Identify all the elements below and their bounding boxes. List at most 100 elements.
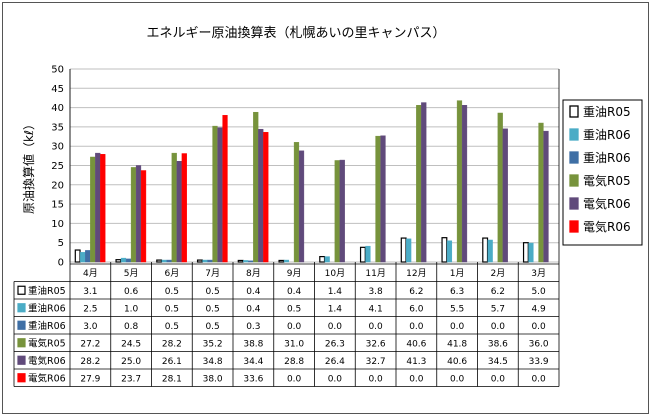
y-tick-label: 0: [58, 258, 64, 269]
table-legend-key: [17, 355, 26, 365]
bar: [166, 259, 172, 263]
data-label: 1.0: [124, 304, 139, 314]
y-tick-label: 30: [51, 142, 64, 153]
data-label: 26.1: [162, 357, 182, 367]
legend-label: 電気R06: [583, 196, 631, 211]
bar: [95, 152, 101, 263]
table-row-label: 電気R05: [28, 337, 66, 349]
bar: [196, 259, 203, 263]
data-label: 0.0: [409, 322, 424, 332]
bar: [319, 255, 326, 263]
bar: [528, 242, 534, 263]
data-label: 27.2: [80, 339, 100, 349]
bar: [130, 167, 137, 263]
bar: [176, 161, 182, 263]
x-tick-label: 10月: [325, 268, 345, 279]
data-label: 6.3: [450, 287, 464, 297]
bar: [100, 154, 106, 263]
data-label: 6.2: [409, 287, 423, 297]
y-axis-ticks: 0 5 10 15 20 25 30 35 40 45 50: [51, 65, 64, 269]
data-label: 5.5: [450, 304, 464, 314]
data-label: 6.0: [409, 304, 424, 314]
data-label: 3.0: [83, 322, 98, 332]
data-label: 34.4: [243, 357, 263, 367]
bar: [207, 259, 213, 263]
bar: [258, 128, 264, 263]
data-label: 0.0: [491, 374, 506, 384]
data-label: 0.5: [205, 304, 219, 314]
data-label: 3.8: [368, 287, 383, 297]
bar: [248, 260, 254, 263]
data-label: 41.8: [447, 339, 467, 349]
legend-label: 重油R06: [583, 151, 631, 165]
data-label: 28.8: [284, 357, 304, 367]
data-label: 0.5: [165, 322, 179, 332]
bar: [120, 257, 127, 263]
x-tick-label: 1月: [450, 268, 465, 279]
data-label: 34.8: [203, 357, 223, 367]
bar: [421, 102, 427, 263]
bar: [80, 252, 86, 263]
x-tick-label: 8月: [246, 268, 261, 279]
y-tick-label: 25: [51, 161, 64, 172]
bar: [85, 250, 91, 263]
data-label: 34.5: [488, 357, 508, 367]
bar: [543, 130, 549, 263]
table-legend-key: [17, 303, 26, 313]
data-label: 32.6: [366, 339, 386, 349]
data-label: 27.9: [80, 374, 100, 384]
data-label: 0.0: [531, 374, 546, 384]
data-label: 0.5: [165, 304, 179, 314]
data-label: 0.0: [287, 374, 302, 384]
y-tick-label: 5: [58, 238, 64, 249]
bar: [446, 240, 453, 263]
data-label: 23.7: [121, 374, 141, 384]
data-label: 0.6: [124, 287, 139, 297]
bar: [461, 105, 468, 263]
y-tick-label: 45: [51, 84, 64, 95]
table-row-label: 重油R05: [28, 285, 66, 297]
data-label: 5.7: [491, 304, 505, 314]
data-label: 33.6: [243, 374, 263, 384]
data-label: 0.4: [246, 304, 261, 314]
bar: [161, 259, 167, 263]
data-label: 31.0: [284, 339, 304, 349]
bar: [482, 237, 489, 263]
x-tick-label: 7月: [205, 268, 220, 279]
data-label: 4.9: [531, 304, 546, 314]
table-row-label: 電気R06: [28, 372, 66, 384]
data-label: 40.6: [447, 357, 467, 367]
legend-swatch: [569, 220, 579, 233]
data-label: 3.1: [83, 287, 97, 297]
legend-label: 電気R06: [583, 219, 631, 234]
bars: [74, 100, 549, 263]
data-label: 26.4: [325, 357, 345, 367]
data-label: 5.0: [531, 287, 546, 297]
data-label: 0.4: [246, 287, 261, 297]
bar: [416, 105, 422, 263]
bar: [90, 156, 96, 263]
bar: [156, 259, 163, 263]
bar: [115, 259, 122, 263]
bar: [202, 259, 208, 263]
data-label: 41.3: [406, 357, 426, 367]
data-label: 0.5: [205, 287, 219, 297]
data-label: 38.0: [203, 374, 223, 384]
bar: [278, 259, 285, 263]
bar: [263, 132, 269, 263]
legend-swatch: [569, 174, 579, 187]
data-label: 0.0: [287, 322, 302, 332]
bar: [522, 242, 529, 263]
data-label: 0.0: [368, 322, 383, 332]
bar: [171, 152, 177, 263]
x-tick-label: 11月: [365, 268, 385, 279]
data-label: 0.0: [450, 322, 465, 332]
data-label: 0.5: [287, 304, 301, 314]
x-tick-label: 5月: [124, 268, 139, 279]
data-label: 24.5: [121, 339, 141, 349]
y-tick-label: 35: [51, 122, 64, 133]
data-label: 0.0: [328, 374, 343, 384]
y-tick-label: 50: [51, 65, 64, 76]
data-label: 25.0: [121, 357, 141, 367]
